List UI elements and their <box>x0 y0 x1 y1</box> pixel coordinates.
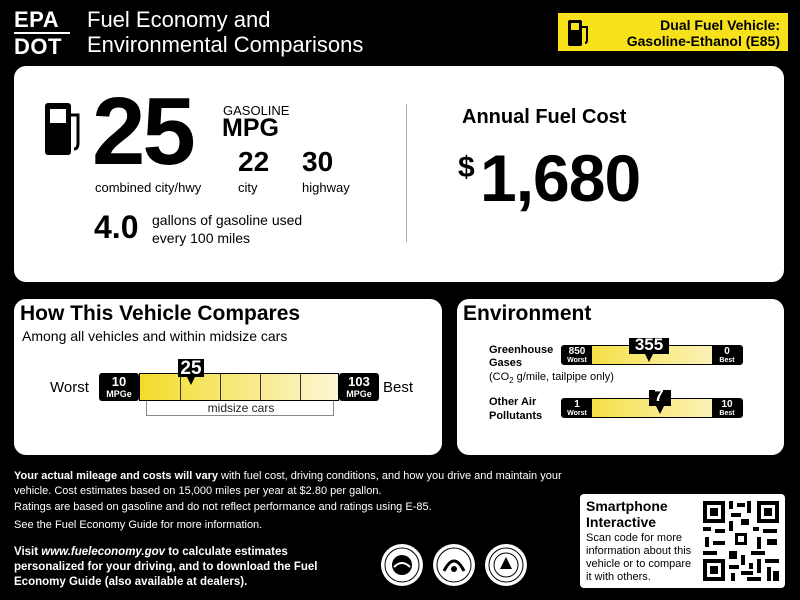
agency-dot: DOT <box>14 34 62 59</box>
compare-subtitle: Among all vehicles and within midsize ca… <box>22 328 288 344</box>
gallons-per-100-value: 4.0 <box>94 209 139 245</box>
ghg-rating-scale: 850 Worst 0 Best <box>561 345 743 365</box>
ghg-worst-end: 850 Worst <box>562 346 592 364</box>
highway-mpg-value: 30 <box>302 146 334 177</box>
scale-high-value: 103 <box>348 374 370 389</box>
scale-tick <box>300 374 301 400</box>
ghg-unit-note: (CO2 g/mile, tailpipe only) <box>489 371 614 385</box>
pollutants-worst-end: 1 Worst <box>562 399 592 417</box>
visit-rest: to calculate estimates personalized for … <box>14 546 318 588</box>
ghg-worst-value: 850 <box>568 346 586 357</box>
pollutants-best-end: 10 Best <box>712 399 742 417</box>
vehicle-marker-value: 25 <box>180 358 202 379</box>
scale-tick <box>220 374 221 400</box>
disclaimer-mileage-rest: with fuel cost, driving conditions, and … <box>14 470 562 497</box>
vehicle-compare-panel: How This Vehicle Compares Among all vehi… <box>14 299 442 455</box>
scale-tick <box>260 374 261 400</box>
highway-label: highway <box>302 180 350 195</box>
pollutants-marker-value: 7 <box>654 386 664 405</box>
agency-epa: EPA <box>14 7 60 32</box>
disclaimer-mileage-bold: Your actual mileage and costs will vary <box>14 470 218 482</box>
fuel-economy-panel: 25 GASOLINE MPG 22 30 combined city/hwy … <box>14 66 784 282</box>
ghg-best-value: 0 <box>724 346 730 357</box>
logo-divider <box>14 32 70 34</box>
best-label: Best <box>383 379 414 396</box>
environment-title: Environment <box>463 302 592 325</box>
vehicle-type-badge: Dual Fuel Vehicle: Gasoline-Ethanol (E85… <box>556 11 790 53</box>
ghg-label-line-1: Greenhouse <box>489 344 554 356</box>
smartphone-interactive-box: Smartphone Interactive Scan code for mor… <box>580 494 785 588</box>
disclaimer-ratings: Ratings are based on gasoline and do not… <box>14 501 432 513</box>
scale-high-end: 103 MPGe <box>339 373 379 401</box>
epa-seal-icon <box>381 544 423 586</box>
scale-low-unit: MPGe <box>106 389 132 399</box>
city-label: city <box>238 180 258 195</box>
website-link[interactable]: www.fueleconomy.gov <box>41 546 166 558</box>
midsize-range-bracket: midsize cars <box>146 401 334 416</box>
visit-website-text: Visit www.fueleconomy.gov to calculate e… <box>14 545 326 590</box>
fuel-pump-icon <box>568 20 588 46</box>
ghg-worst-label: Worst <box>567 357 587 364</box>
gallons-label-line-2: every 100 miles <box>152 230 251 246</box>
smartphone-title-line-1: Smartphone <box>586 498 668 514</box>
pollutants-worst-value: 1 <box>574 399 580 410</box>
vehicle-type-line-2: Gasoline-Ethanol (E85) <box>626 33 780 49</box>
ghg-best-end: 0 Best <box>712 346 742 364</box>
pollutants-best-label: Best <box>719 410 735 417</box>
doe-seal-icon <box>485 544 527 586</box>
mpg-unit-label: MPG <box>222 114 279 142</box>
scale-high-unit: MPGe <box>346 389 372 399</box>
title-line-1: Fuel Economy and <box>87 7 271 32</box>
combined-mpg-value: 25 <box>92 78 196 185</box>
ghg-marker-icon <box>629 338 669 362</box>
dot-seal-icon <box>433 544 475 586</box>
city-mpg-value: 22 <box>238 146 270 177</box>
mpg-comparison-scale <box>139 373 339 401</box>
title-line-2: Environmental Comparisons <box>87 32 364 57</box>
ghg-note-suffix: g/mile, tailpipe only) <box>513 371 614 383</box>
pollutants-marker-icon <box>649 390 671 414</box>
visit-prefix: Visit <box>14 546 42 558</box>
gallons-label-line-1: gallons of gasoline used <box>152 212 303 228</box>
combined-label: combined city/hwy <box>95 180 202 195</box>
pollutants-label-line-1: Other Air <box>489 396 537 408</box>
ghg-note-subscript: 2 <box>509 376 514 386</box>
scale-tick <box>180 374 181 400</box>
disclaimer-guide: See the Fuel Economy Guide for more info… <box>14 519 263 531</box>
pollutants-best-value: 10 <box>721 399 733 410</box>
compare-title: How This Vehicle Compares <box>20 302 301 325</box>
smartphone-title-line-2: Interactive <box>586 514 657 530</box>
ghg-note-prefix: (CO <box>489 371 510 383</box>
scale-low-value: 10 <box>111 374 127 389</box>
epa-dot-logo: EPA DOT <box>14 8 72 58</box>
worst-label: Worst <box>50 379 89 396</box>
fuel-type-label: GASOLINE <box>223 103 290 118</box>
ghg-marker-value: 355 <box>634 335 664 354</box>
label-header: EPA DOT Fuel Economy and Environmental C… <box>0 0 800 63</box>
annual-fuel-cost-label: Annual Fuel Cost <box>462 106 627 128</box>
ghg-label-line-2: Gases <box>489 357 523 369</box>
vehicle-type-line-1: Dual Fuel Vehicle: <box>660 17 780 33</box>
pollutants-label-line-2: Pollutants <box>489 410 543 422</box>
qr-code-icon[interactable] <box>701 499 781 583</box>
ghg-best-label: Best <box>719 357 735 364</box>
vehicle-marker-icon <box>178 359 204 385</box>
midsize-range-label: midsize cars <box>207 401 275 415</box>
disclaimer-mileage: Your actual mileage and costs will vary … <box>14 469 574 499</box>
currency-symbol: $ <box>458 151 475 184</box>
smartphone-description: Scan code for more information about thi… <box>586 532 692 583</box>
scale-low-end: 10 MPGe <box>99 373 139 401</box>
environment-panel: Environment Greenhouse Gases (CO2 g/mile… <box>457 299 784 455</box>
pollutants-worst-label: Worst <box>567 410 587 417</box>
fuel-pump-icon <box>45 103 80 155</box>
label-title: Fuel Economy and Environmental Compariso… <box>87 7 363 57</box>
panel-divider <box>406 104 407 242</box>
annual-fuel-cost-value: 1,680 <box>480 141 641 215</box>
